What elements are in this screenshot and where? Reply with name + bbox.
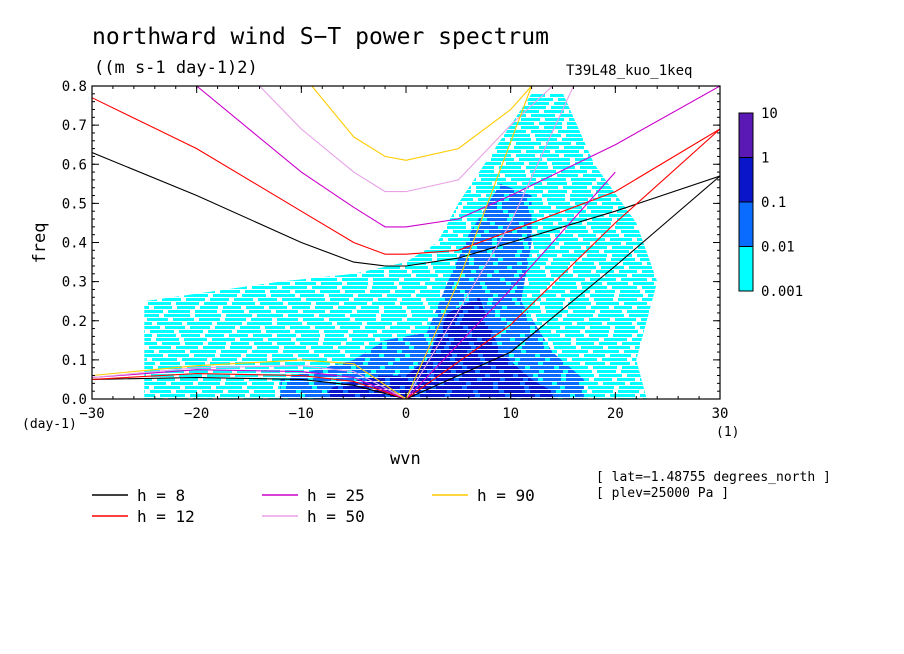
colorbar-label: 0.001: [761, 284, 803, 300]
dispersion-curve: [196, 86, 720, 228]
legend-label: h = 25: [307, 486, 365, 505]
x-tick-label: −10: [289, 406, 314, 422]
colorbar-label: 0.1: [761, 195, 786, 211]
chart-title: northward wind S−T power spectrum: [92, 24, 549, 50]
dispersion-curve: [405, 86, 574, 399]
y-axis-unit: (day-1): [22, 417, 77, 432]
legend-label: h = 8: [137, 486, 185, 505]
dispersion-curve: [92, 97, 720, 255]
colorbar-label: 10: [761, 106, 778, 122]
dispersion-curve: [405, 86, 533, 399]
y-tick-label: 0.4: [62, 236, 87, 252]
colorbar-label: 0.01: [761, 240, 795, 256]
x-tick-label: 30: [712, 406, 729, 422]
dispersion-curve: [92, 359, 407, 399]
x-tick-label: 0: [402, 406, 410, 422]
y-tick-label: 0.6: [62, 157, 87, 173]
run-label: T39L48_kuo_1keq: [566, 63, 693, 79]
legend-label: h = 12: [137, 507, 195, 526]
dispersion-curve: [311, 86, 533, 161]
plot-layer: [92, 86, 720, 399]
colorbar-segment: [738, 112, 754, 158]
y-tick-label: 0.5: [62, 196, 87, 212]
colorbar-segment: [738, 201, 754, 247]
chart-subtitle: ((m s-1 day-1)2): [94, 58, 258, 78]
y-tick-label: 0.2: [62, 314, 87, 330]
y-tick-label: 0.0: [62, 392, 87, 408]
x-axis-label: wvn: [390, 449, 421, 469]
y-axis-label: freq: [30, 223, 50, 264]
legend-label: h = 90: [477, 486, 535, 505]
x-tick-label: 20: [607, 406, 624, 422]
dispersion-curve: [92, 376, 407, 399]
info-line-plev: [ plev=25000 Pa ]: [596, 486, 730, 501]
y-tick-label: 0.8: [62, 79, 87, 95]
dispersion-curve: [92, 373, 407, 399]
dispersion-curve: [92, 369, 407, 399]
dispersion-curve: [405, 128, 720, 399]
colorbar-segment: [738, 157, 754, 203]
dispersion-curve: [92, 365, 407, 399]
x-tick-label: −20: [184, 406, 209, 422]
info-line-lat: [ lat=−1.48755 degrees_north ]: [596, 470, 831, 485]
dispersion-curve: [92, 151, 720, 267]
dispersion-curve: [259, 86, 553, 193]
dispersion-curve: [405, 175, 720, 399]
x-axis-unit: (1): [716, 425, 740, 440]
legend-label: h = 50: [307, 507, 365, 526]
dispersion-curve: [405, 171, 616, 399]
y-tick-label: 0.7: [62, 118, 87, 134]
y-tick-label: 0.1: [62, 353, 87, 369]
x-tick-label: 10: [502, 406, 519, 422]
y-tick-label: 0.3: [62, 275, 87, 291]
colorbar-segment: [738, 246, 754, 292]
x-tick-label: −30: [79, 406, 104, 422]
colorbar-label: 1: [761, 151, 769, 167]
